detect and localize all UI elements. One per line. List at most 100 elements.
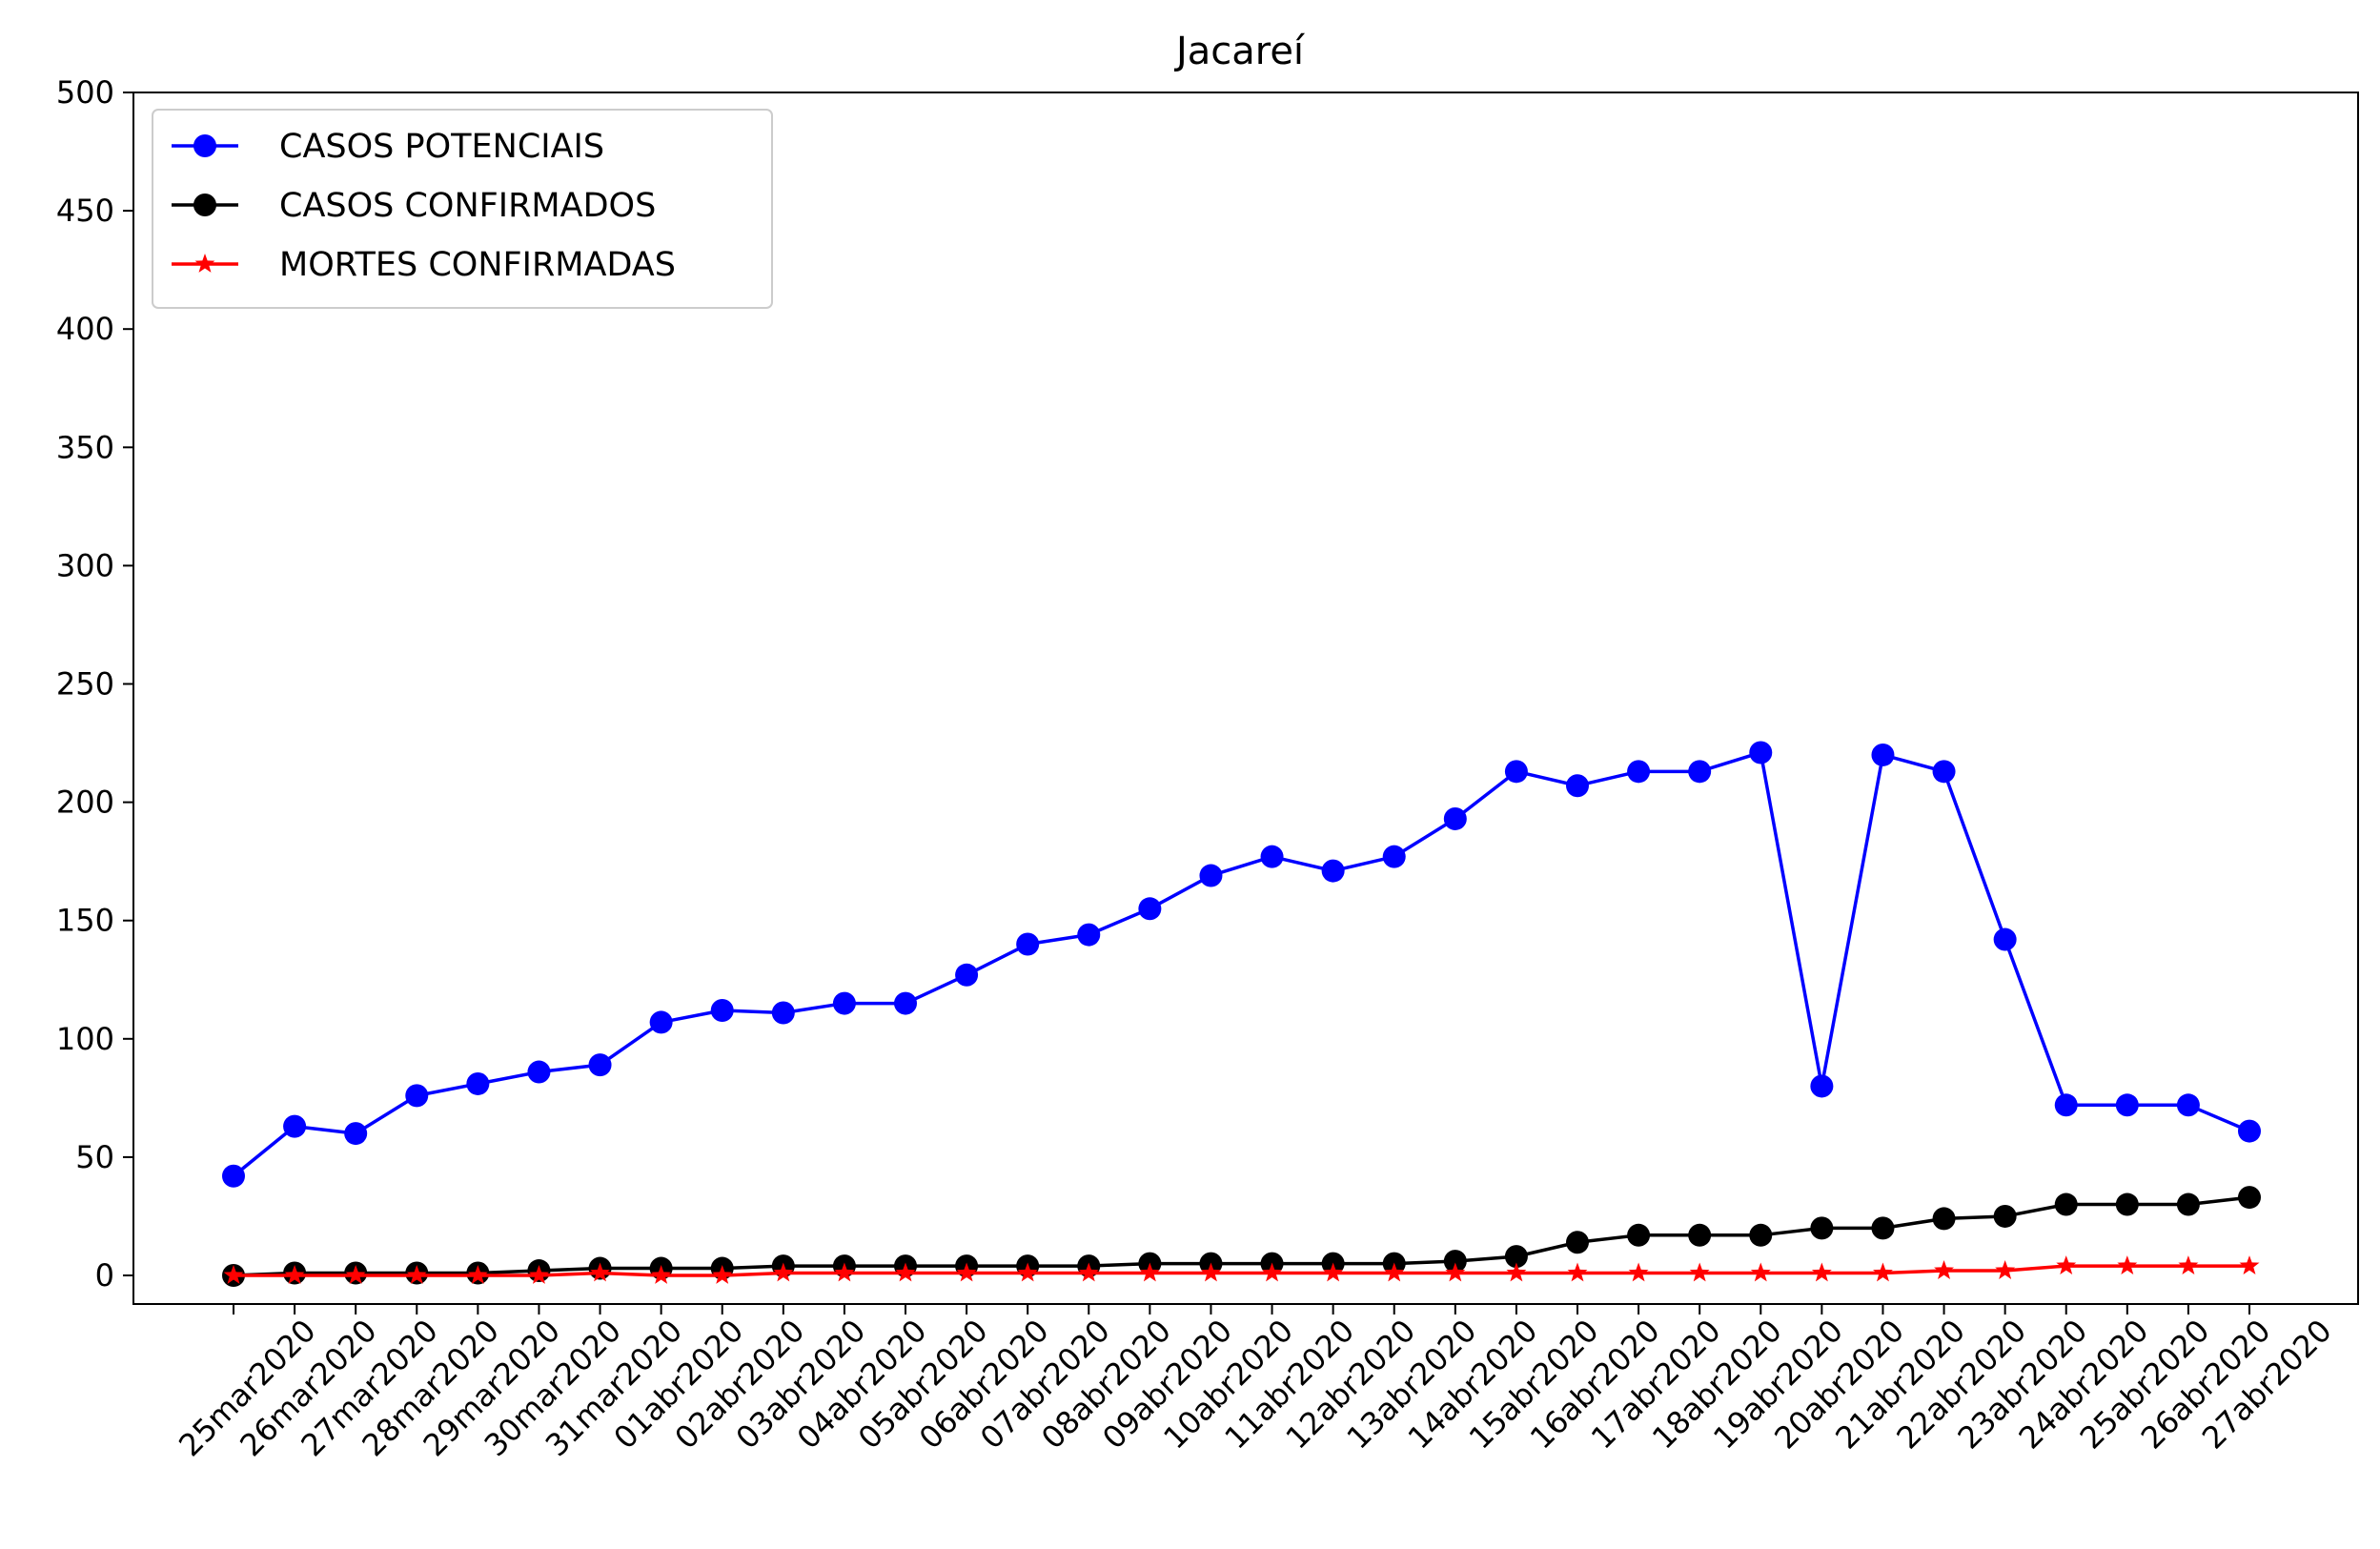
data-point	[832, 991, 856, 1015]
data-point	[712, 1265, 733, 1284]
legend-label: CASOS CONFIRMADOS	[279, 187, 656, 225]
data-point	[1078, 1262, 1099, 1282]
series-line	[232, 750, 2250, 1178]
data-point	[590, 1262, 611, 1282]
y-tick-label: 350	[56, 429, 114, 465]
data-point	[1566, 1231, 1589, 1254]
data-point	[1995, 1260, 2016, 1279]
data-point	[1627, 760, 1651, 784]
y-tick-label: 500	[56, 74, 114, 111]
data-point	[1504, 760, 1528, 784]
data-point	[651, 1265, 672, 1284]
data-point	[2176, 1192, 2200, 1216]
data-point	[1993, 1204, 2017, 1228]
data-point	[1750, 1262, 1771, 1282]
data-point	[1993, 927, 2017, 951]
data-point	[1139, 1262, 1160, 1282]
data-point	[1566, 774, 1589, 798]
data-point	[773, 1262, 794, 1282]
data-point	[283, 1114, 307, 1138]
data-point	[2117, 1255, 2138, 1274]
data-point	[466, 1071, 490, 1095]
legend-marker	[194, 254, 215, 273]
data-point	[1871, 1216, 1895, 1240]
data-point	[1382, 845, 1406, 868]
data-point	[1934, 1260, 1955, 1279]
data-point	[1811, 1262, 1832, 1282]
data-point	[1749, 741, 1773, 764]
legend-label: CASOS POTENCIAIS	[279, 128, 604, 166]
data-point	[1628, 1262, 1649, 1282]
legend: CASOS POTENCIAIS CASOS CONFIRMADOS MORTES …	[152, 109, 773, 309]
series-2	[223, 1255, 2260, 1284]
y-tick-label: 250	[56, 666, 114, 703]
y-tick-label: 150	[56, 903, 114, 939]
y-tick-label: 0	[95, 1257, 114, 1294]
data-point	[2239, 1255, 2260, 1274]
data-point	[834, 1262, 855, 1282]
data-point	[588, 1053, 612, 1077]
series-line	[233, 1195, 2250, 1277]
data-point	[527, 1060, 551, 1084]
data-point	[895, 1262, 916, 1282]
plot-frame	[132, 92, 2359, 1305]
data-point	[1200, 1262, 1221, 1282]
data-point	[2238, 1186, 2261, 1210]
data-point	[894, 991, 917, 1015]
data-point	[1384, 1262, 1405, 1282]
data-point	[1810, 1074, 1834, 1098]
data-point	[1138, 897, 1162, 921]
data-point	[1567, 1262, 1588, 1282]
series-line	[234, 1264, 2249, 1277]
data-point	[1506, 1262, 1527, 1282]
data-point	[1323, 1262, 1344, 1282]
data-point	[1689, 1262, 1710, 1282]
data-point	[1017, 1262, 1038, 1282]
series-0	[222, 741, 2261, 1188]
axes: 05010015020025030035040045050025mar20202…	[56, 74, 2359, 1463]
y-tick-label: 450	[56, 193, 114, 229]
data-point	[467, 1265, 488, 1284]
data-point	[344, 1122, 368, 1146]
data-point	[2115, 1192, 2139, 1216]
data-point	[1199, 864, 1223, 887]
y-tick-label: 400	[56, 311, 114, 347]
data-point	[2056, 1255, 2077, 1274]
data-point	[1443, 1250, 1467, 1274]
data-point	[528, 1265, 549, 1284]
data-point	[649, 1010, 673, 1034]
data-point	[2178, 1255, 2199, 1274]
legend-marker	[193, 134, 216, 157]
legend-marker	[193, 194, 216, 216]
data-point	[1872, 1262, 1893, 1282]
legend-box	[152, 109, 773, 309]
data-point	[223, 1265, 244, 1284]
data-point	[1627, 1223, 1651, 1247]
data-point	[2176, 1093, 2200, 1117]
data-point	[1688, 1223, 1712, 1247]
data-point	[1749, 1223, 1773, 1247]
data-point	[956, 1262, 977, 1282]
data-point	[2054, 1192, 2078, 1216]
data-point	[2238, 1119, 2261, 1143]
data-point	[771, 1001, 795, 1025]
data-point	[345, 1265, 366, 1284]
data-point	[1810, 1216, 1834, 1240]
data-point	[1932, 760, 1956, 784]
y-tick-label: 200	[56, 785, 114, 821]
y-tick-label: 300	[56, 547, 114, 583]
data-point	[2115, 1093, 2139, 1117]
y-tick-label: 50	[75, 1139, 114, 1175]
data-point	[1443, 806, 1467, 830]
data-point	[1260, 845, 1284, 868]
data-point	[405, 1084, 429, 1108]
data-point	[1077, 923, 1101, 947]
data-point	[1445, 1262, 1466, 1282]
legend-label: MORTES CONFIRMADAS	[279, 246, 676, 284]
data-point	[406, 1265, 427, 1284]
data-point	[710, 999, 734, 1023]
data-point	[1504, 1245, 1528, 1269]
data-point	[1688, 760, 1712, 784]
data-point	[222, 1164, 245, 1188]
